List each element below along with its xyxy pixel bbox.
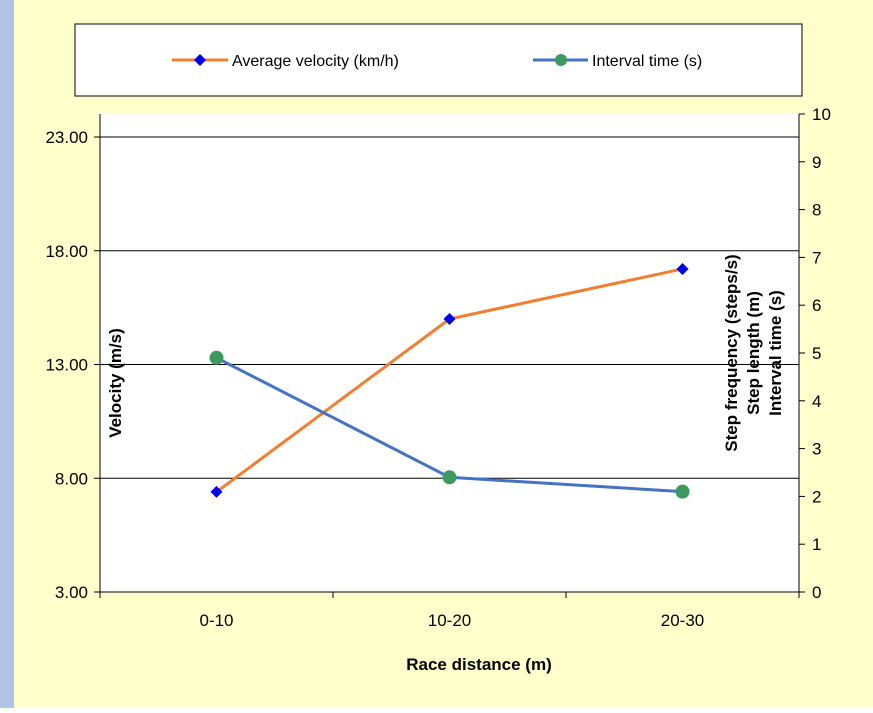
left-strip <box>0 0 14 708</box>
y-right-tick-label: 6 <box>812 296 821 315</box>
data-point-velocity <box>676 262 689 275</box>
legend-label-velocity: Average velocity (km/h) <box>232 53 399 70</box>
y-left-tick-label: 23.00 <box>45 128 88 147</box>
y-right-tick-label: 9 <box>812 153 821 172</box>
y-axis-right-title-2: Step length (m) <box>744 291 763 415</box>
legend: Average velocity (km/h) Interval time (s… <box>74 23 803 97</box>
x-axis-title: Race distance (m) <box>406 655 552 674</box>
data-point-interval <box>209 350 224 365</box>
legend-label-interval: Interval time (s) <box>592 53 702 70</box>
y-left-tick-label: 13.00 <box>45 356 88 375</box>
y-right-tick-label: 8 <box>812 201 821 220</box>
series-layer <box>209 262 690 499</box>
data-point-velocity <box>210 485 223 498</box>
y-axis-right-title-3: Interval time (s) <box>766 290 785 416</box>
y-right-tick-label: 0 <box>812 583 821 602</box>
x-axis: 0-10 10-20 20-30 <box>99 592 800 630</box>
y-right-tick-label: 3 <box>812 440 821 459</box>
y-axis-right: 0 1 2 3 4 5 6 7 8 9 10 <box>799 105 831 602</box>
y-axis-left-title: Velocity (m/s) <box>106 328 125 438</box>
legend-swatch-marker-interval <box>555 54 567 66</box>
y-right-tick-label: 5 <box>812 344 821 363</box>
data-point-interval <box>442 470 457 485</box>
y-left-tick-label: 3.00 <box>55 583 88 602</box>
y-right-tick-label: 7 <box>812 248 821 267</box>
y-right-tick-label: 4 <box>812 392 821 411</box>
data-point-velocity <box>443 313 456 325</box>
x-tick-label: 10-20 <box>428 611 471 630</box>
plot-area <box>100 114 799 592</box>
legend-swatch-marker-velocity <box>194 54 206 66</box>
y-left-tick-label: 18.00 <box>45 242 88 261</box>
y-right-tick-label: 10 <box>812 105 831 124</box>
x-tick-label: 20-30 <box>661 611 704 630</box>
x-tick-label: 0-10 <box>199 611 233 630</box>
y-axis-right-title-1: Step frequency (steps/s) <box>722 254 741 451</box>
data-point-interval <box>675 484 690 499</box>
y-right-tick-label: 2 <box>812 487 821 506</box>
y-axis-left: 3.00 8.00 13.00 18.00 23.00 <box>45 128 100 602</box>
y-right-tick-label: 1 <box>812 535 821 554</box>
y-left-tick-label: 8.00 <box>55 469 88 488</box>
